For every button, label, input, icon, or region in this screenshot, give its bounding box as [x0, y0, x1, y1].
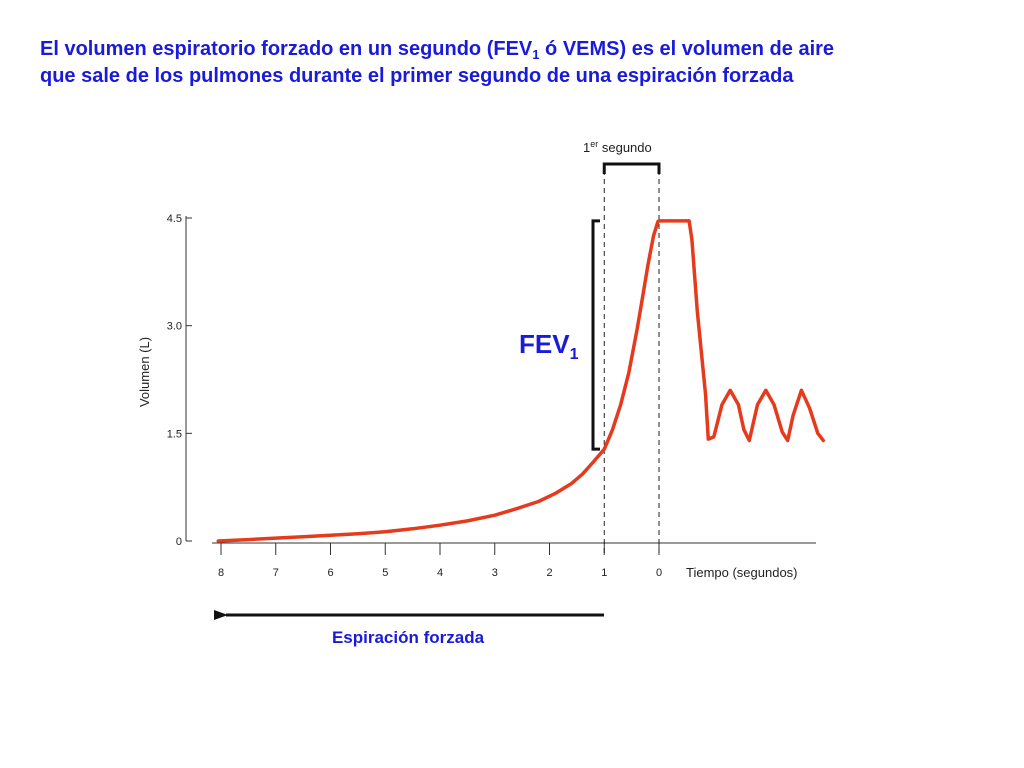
fev1-label-subscript: 1: [570, 346, 579, 363]
bracket-shape: [591, 219, 600, 451]
slide-heading: El volumen espiratorio forzado en un seg…: [40, 36, 1000, 90]
heading-line-1-end: ó VEMS) es el volumen de aire: [539, 38, 835, 60]
x-tick-label: 1: [601, 567, 607, 579]
x-tick-label: 0: [656, 567, 662, 579]
first-second-label: 1er segundo: [583, 139, 652, 155]
x-tick-label: 8: [218, 567, 224, 579]
fev1-label: FEV1: [519, 329, 579, 363]
first-second-bracket: [602, 162, 661, 174]
heading-line-2: que sale de los pulmones durante el prim…: [40, 65, 794, 87]
y-axis-label: Volumen (L): [137, 337, 152, 407]
one-second-guides: [603, 170, 660, 557]
heading-line-1-start: El volumen espiratorio forzado en un seg…: [40, 38, 533, 60]
x-tick-label: 3: [492, 567, 498, 579]
fev1-bracket: [591, 219, 600, 451]
first-second-label-number: 1: [583, 140, 590, 155]
x-tick-label: 5: [382, 567, 388, 579]
y-tick-label: 3.0: [167, 321, 182, 333]
volume-time-curve: [216, 219, 826, 543]
x-tick-label: 4: [437, 567, 443, 579]
first-second-label-text: segundo: [598, 140, 652, 155]
heading-line-1: El volumen espiratorio forzado en un seg…: [40, 36, 1000, 63]
first-second-label-superscript: er: [590, 139, 598, 149]
y-tick-label: 0: [176, 536, 182, 548]
forced-expiration-label: Espiración forzada: [332, 628, 485, 647]
y-tick-label: 1.5: [167, 428, 182, 440]
y-ticks: 0 1.5 3.0 4.5: [167, 213, 192, 548]
heading-line-1-subscript: 1: [532, 47, 540, 62]
x-tick-label: 7: [273, 567, 279, 579]
y-tick-label: 4.5: [167, 213, 182, 225]
bracket-shape: [602, 162, 661, 174]
fev1-label-text: FEV: [519, 329, 570, 359]
x-tick-label: 6: [327, 567, 333, 579]
x-ticks: 8 7 6 5 4 3 2 1 0: [218, 543, 662, 579]
x-tick-label: 2: [546, 567, 552, 579]
x-axis-label: Tiempo (segundos): [686, 565, 798, 580]
